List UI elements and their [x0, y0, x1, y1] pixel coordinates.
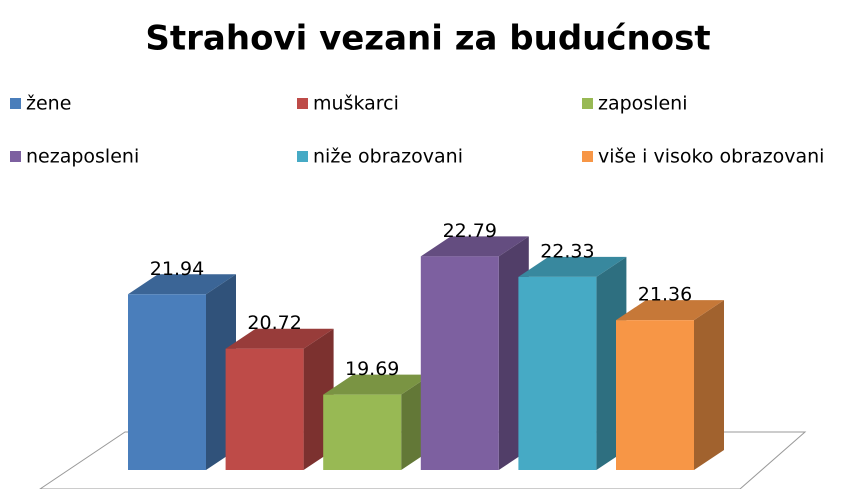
value-label: 19.69 [345, 358, 399, 380]
chart-title: Strahovi vezani za budućnost [145, 19, 710, 59]
bar [616, 320, 694, 470]
value-label: 20.72 [247, 312, 301, 334]
legend-swatch [582, 98, 593, 109]
legend-label: nezaposleni [26, 146, 139, 168]
legend-label: muškarci [313, 93, 399, 115]
legend-label: niže obrazovani [313, 146, 463, 168]
bar-top [616, 300, 724, 321]
value-label: 22.33 [540, 240, 594, 262]
legend-swatch [10, 151, 21, 162]
bar-top [420, 236, 529, 257]
bar [128, 294, 206, 470]
legend-label: više i visoko obrazovani [598, 146, 824, 168]
bar [420, 256, 499, 470]
bar-top [323, 374, 432, 395]
legend-swatch [297, 98, 308, 109]
bar [518, 276, 597, 470]
legend-swatch [10, 98, 21, 109]
legend-swatch [582, 151, 593, 162]
legend-swatch [297, 151, 308, 162]
bar-top [128, 274, 236, 295]
legend-label: žene [26, 93, 71, 115]
value-label: 22.79 [443, 220, 497, 242]
bar [323, 394, 402, 470]
value-label: 21.36 [638, 284, 692, 306]
bar-side [694, 300, 724, 470]
legend-label: zaposleni [598, 93, 688, 115]
floor [39, 431, 807, 489]
value-label: 21.94 [150, 258, 204, 280]
bar [225, 348, 304, 470]
bar-top [518, 256, 627, 277]
bar-top [225, 328, 334, 349]
